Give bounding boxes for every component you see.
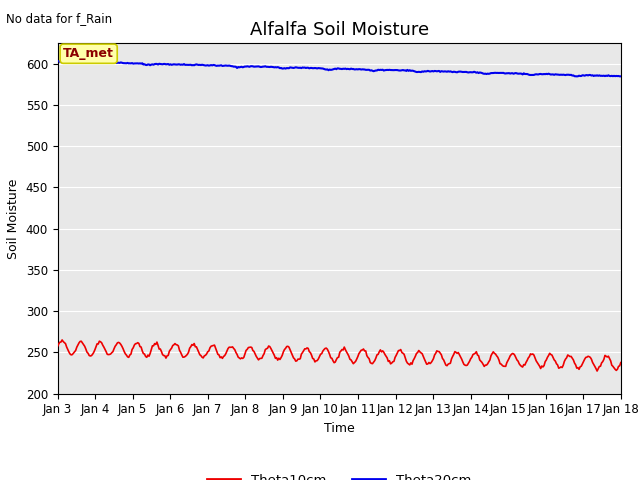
Text: TA_met: TA_met	[63, 47, 114, 60]
Y-axis label: Soil Moisture: Soil Moisture	[7, 178, 20, 259]
X-axis label: Time: Time	[324, 422, 355, 435]
Legend: Theta10cm, Theta20cm: Theta10cm, Theta20cm	[202, 468, 477, 480]
Text: No data for f_Rain: No data for f_Rain	[6, 12, 113, 25]
Title: Alfalfa Soil Moisture: Alfalfa Soil Moisture	[250, 21, 429, 39]
